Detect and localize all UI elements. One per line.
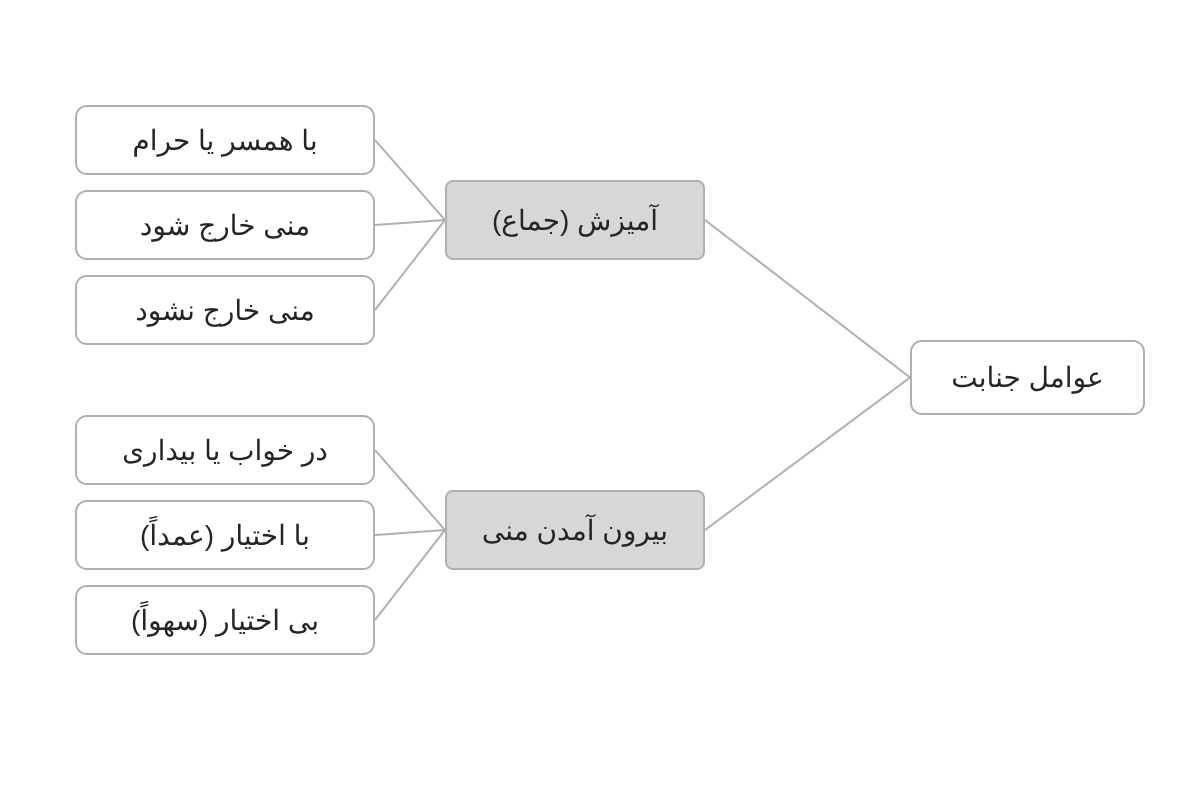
node-mid1: آمیزش (جماع) [445, 180, 705, 260]
node-mid2: بیرون آمدن منی [445, 490, 705, 570]
node-leaf5: با اختیار (عمداً) [75, 500, 375, 570]
node-leaf3: منی خارج نشود [75, 275, 375, 345]
node-root: عوامل جنابت [910, 340, 1145, 415]
node-leaf2: منی خارج شود [75, 190, 375, 260]
node-leaf4: در خواب یا بیداری [75, 415, 375, 485]
node-leaf1: با همسر یا حرام [75, 105, 375, 175]
node-leaf6: بی اختیار (سهواً) [75, 585, 375, 655]
